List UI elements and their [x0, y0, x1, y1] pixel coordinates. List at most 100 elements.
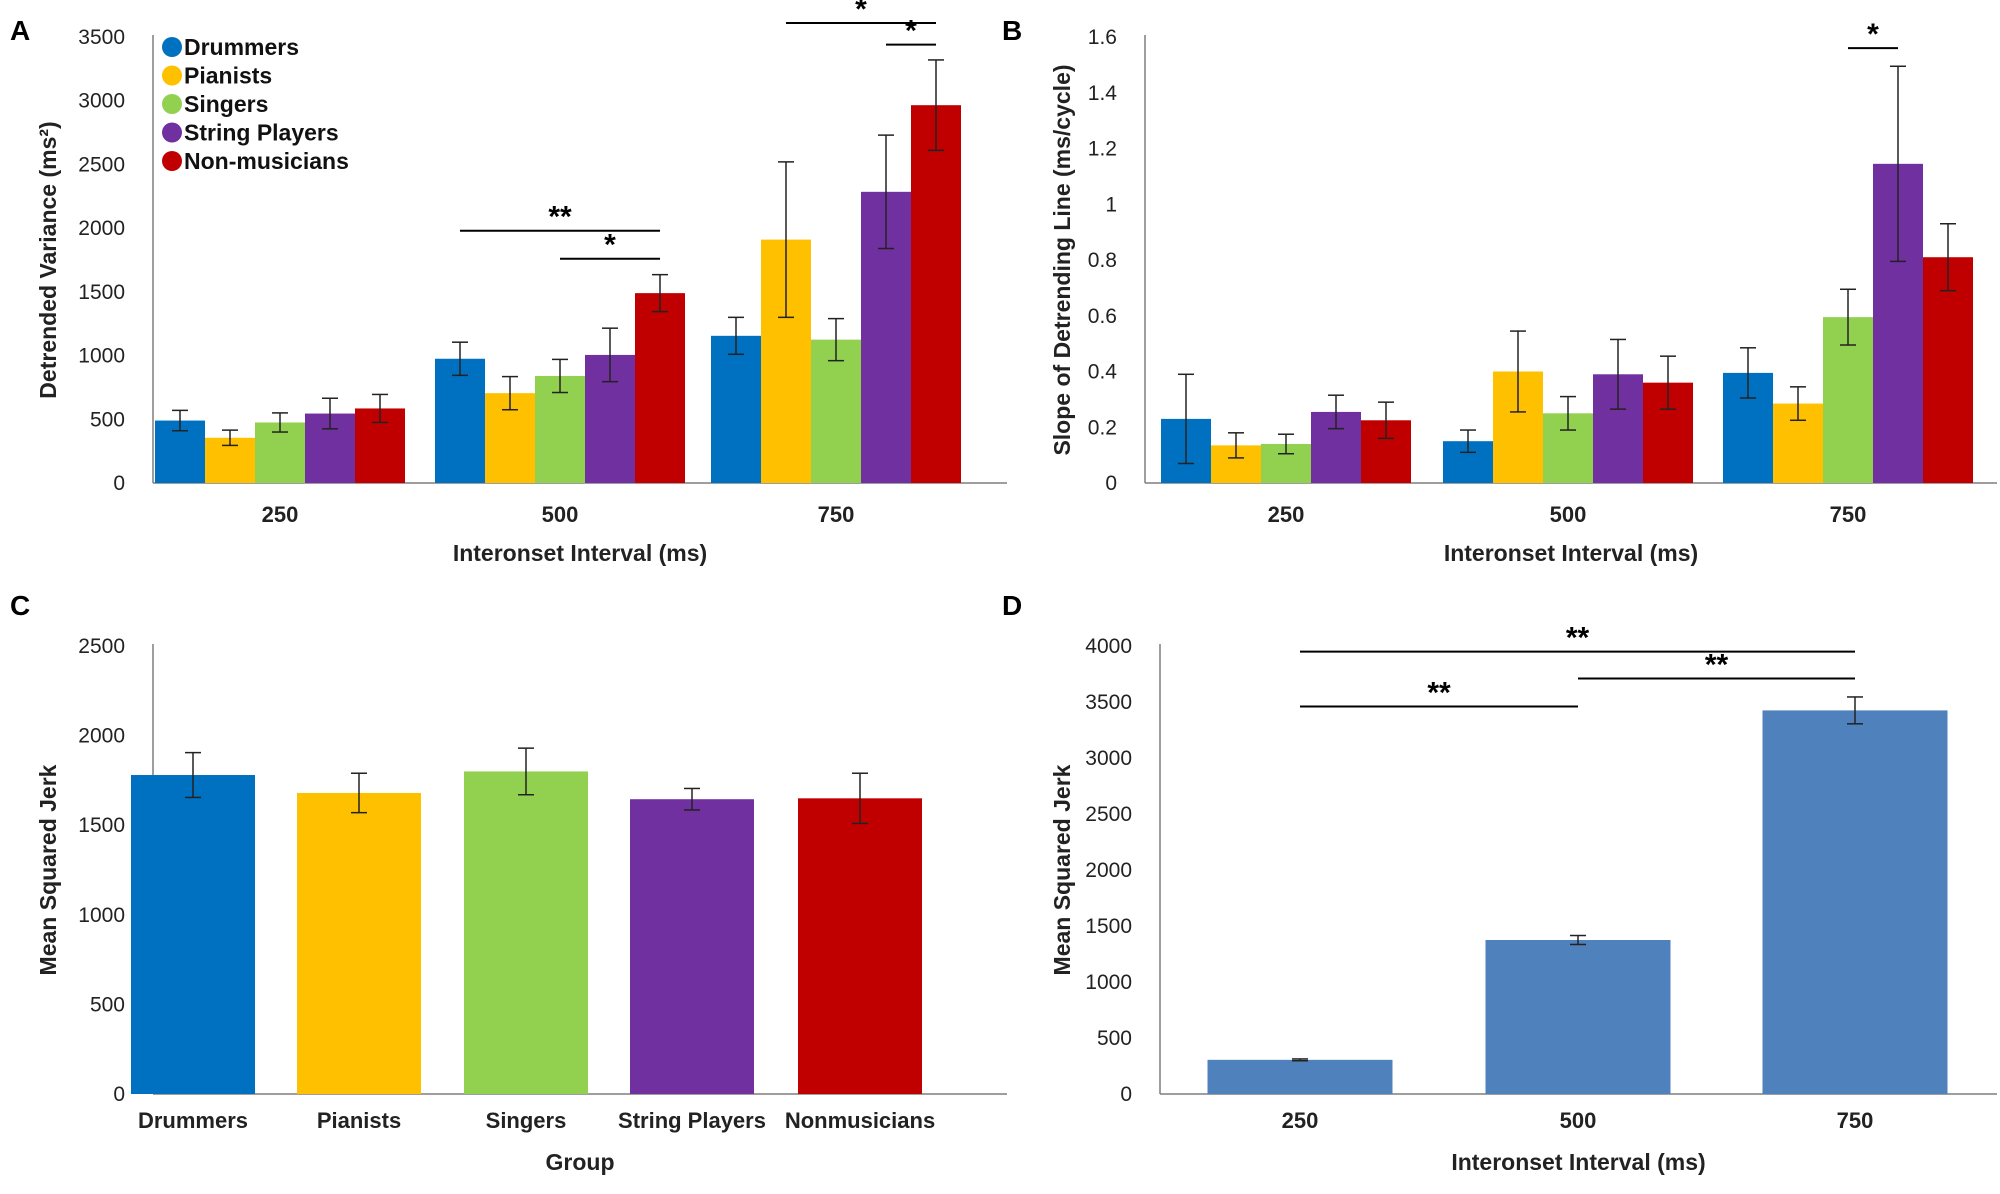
bar-drummers-750: [711, 335, 761, 483]
panel-a: A 0 500 1000 1500 2000 2500 3000 3500 Detrended V…: [10, 0, 1007, 566]
x-axis-title: Interonset Interval (ms): [453, 540, 707, 566]
y-tick-label: 500: [90, 408, 125, 431]
panel-letter: D: [1002, 590, 1022, 621]
error-bars: [1178, 65, 1956, 465]
bar-500: [1485, 940, 1671, 1094]
legend-label-pianists: Pianists: [184, 63, 272, 89]
panel-b: B 0 0.2 0.4 0.6 0.8 1 1.2 1.4 1.6 Slope of Detrend…: [1002, 15, 1997, 566]
error-bars: [172, 59, 944, 447]
significance-markers: *****: [460, 0, 936, 262]
y-tick-label: 1000: [78, 904, 125, 927]
x-category-label: Nonmusicians: [785, 1108, 935, 1133]
y-tick-label: 1000: [1085, 971, 1132, 994]
significance-label: **: [1705, 648, 1729, 681]
y-tick-label: 0.6: [1088, 305, 1117, 328]
significance-label: *: [905, 15, 917, 48]
legend-marker-drummers: [162, 37, 182, 57]
x-axis-title: Group: [546, 1149, 615, 1175]
y-axis-title: Mean Squared Jerk: [35, 764, 61, 975]
y-tick-label: 0: [1105, 472, 1117, 495]
x-category-label: 250: [1268, 502, 1305, 527]
error-bars: [185, 747, 868, 825]
y-tick-label: 0.2: [1088, 416, 1117, 439]
panel-letter: C: [10, 590, 30, 621]
bar-singers-500: [535, 375, 585, 483]
bar-string-players: [630, 799, 754, 1094]
y-axis-title: Detrended Variance (ms²): [35, 121, 61, 398]
legend-marker-singers: [162, 94, 182, 114]
bar-nonmusicians: [798, 798, 922, 1094]
x-category-label: 500: [542, 502, 579, 527]
y-tick-label: 1.6: [1088, 26, 1117, 49]
bar-drummers-500: [435, 358, 485, 483]
y-tick-label: 500: [1097, 1027, 1132, 1050]
y-tick-label: 1.2: [1088, 138, 1117, 161]
y-tick-label: 0.4: [1088, 361, 1118, 384]
bar-non-musicians-500: [635, 293, 685, 483]
panel-letter: B: [1002, 15, 1022, 46]
significance-markers: ** ** **: [1300, 622, 1855, 709]
x-category-label: 750: [818, 502, 855, 527]
y-tick-label: 3000: [1085, 747, 1132, 770]
x-category-label: 750: [1837, 1108, 1874, 1133]
y-tick-label: 1: [1105, 193, 1117, 216]
error-bars: [1292, 696, 1863, 1062]
significance-label: **: [1566, 622, 1590, 655]
y-tick-label: 1.4: [1088, 82, 1118, 105]
x-axis-title: Interonset Interval (ms): [1444, 540, 1698, 566]
significance-label: *: [855, 0, 867, 26]
y-tick-label: 3500: [78, 26, 125, 49]
x-category-label: Singers: [486, 1108, 567, 1133]
significance-label: **: [548, 201, 572, 234]
x-category-label: 500: [1560, 1108, 1597, 1133]
y-tick-label: 1500: [78, 281, 125, 304]
panel-c: C 0 500 1000 1500 2000 2500 Mean Squared Jerk Gr…: [10, 590, 1007, 1175]
y-tick-label: 2500: [1085, 803, 1132, 826]
y-tick-label: 4000: [1085, 635, 1132, 658]
bar-750: [1762, 710, 1948, 1094]
panel-d: D 0 500 1000 1500 2000 2500 3000 3500 4000 Mean Sq…: [1002, 590, 1997, 1175]
y-tick-label: 3000: [78, 90, 125, 113]
y-tick-label: 1500: [78, 814, 125, 837]
x-axis-title: Interonset Interval (ms): [1451, 1149, 1705, 1175]
y-tick-label: 2500: [78, 153, 125, 176]
x-category-label: String Players: [618, 1108, 766, 1133]
bar-non-musicians-750: [911, 105, 961, 483]
legend-label-singers: Singers: [184, 91, 268, 117]
significance-label: *: [604, 229, 616, 262]
y-tick-label: 0: [1120, 1083, 1132, 1106]
legend-marker-string-players: [162, 122, 182, 143]
y-tick-label: 0: [113, 472, 125, 495]
y-tick-label: 0: [113, 1083, 125, 1106]
x-category-label: 500: [1550, 502, 1587, 527]
bar-singers-750: [811, 339, 861, 483]
y-axis-title: Slope of Detrending Line (ms/cycle): [1049, 64, 1075, 455]
bar-pianists: [297, 792, 421, 1094]
x-category-label: 750: [1830, 502, 1867, 527]
x-category-label: Drummers: [138, 1108, 248, 1133]
y-tick-label: 3500: [1085, 691, 1132, 714]
bar-singers: [464, 771, 588, 1094]
y-tick-label: 500: [90, 993, 125, 1016]
legend-marker-non-musicians: [162, 151, 182, 171]
bars: [131, 771, 922, 1094]
bars: [155, 105, 961, 483]
y-axis-title: Mean Squared Jerk: [1049, 764, 1075, 975]
bar-non-musicians-750: [1923, 257, 1973, 483]
legend-label-string-players: String Players: [184, 120, 339, 146]
y-tick-label: 2000: [78, 217, 125, 240]
y-tick-label: 2500: [78, 635, 125, 658]
significance-markers: *: [1848, 18, 1898, 51]
x-category-label: Pianists: [317, 1108, 401, 1133]
y-tick-label: 0.8: [1088, 249, 1117, 272]
bars: [1161, 163, 1973, 484]
bar-250: [1207, 1059, 1393, 1094]
panel-letter: A: [10, 15, 30, 46]
bars: [1207, 710, 1948, 1094]
significance-label: **: [1427, 676, 1451, 709]
x-category-label: 250: [1282, 1108, 1319, 1133]
y-tick-label: 2000: [78, 725, 125, 748]
legend-marker-pianists: [162, 65, 182, 86]
